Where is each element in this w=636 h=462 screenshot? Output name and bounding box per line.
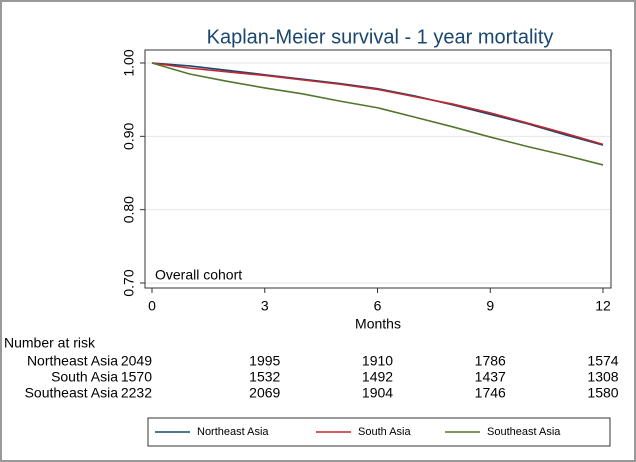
legend-label: Southeast Asia [487, 426, 561, 438]
risk-value: 1904 [362, 385, 393, 401]
y-tick-label: 1.00 [121, 49, 137, 76]
y-tick-label: 0.90 [121, 122, 137, 149]
legend-label: South Asia [358, 426, 411, 438]
chart-title: Kaplan-Meier survival - 1 year mortality [207, 26, 554, 48]
risk-value: 1574 [587, 353, 618, 369]
risk-value: 1580 [587, 385, 618, 401]
x-tick-label: 3 [261, 298, 269, 314]
x-tick-label: 0 [148, 298, 156, 314]
risk-value: 1746 [475, 385, 506, 401]
y-tick-label: 0.70 [121, 269, 137, 296]
x-tick-label: 9 [486, 298, 494, 314]
survival-line [151, 62, 604, 166]
risk-value: 1910 [362, 353, 393, 369]
plot-frame [144, 49, 612, 289]
x-tick-label: 12 [595, 298, 611, 314]
y-tick-label: 0.80 [121, 196, 137, 223]
risk-value: 1786 [475, 353, 506, 369]
x-axis-label: Months [355, 316, 401, 332]
risk-row-label: Northeast Asia [27, 353, 118, 369]
legend-box [147, 417, 611, 447]
x-tick-label: 6 [374, 298, 382, 314]
risk-value: 2069 [249, 385, 280, 401]
risk-value: 1437 [475, 369, 506, 385]
risk-value: 1308 [587, 369, 618, 385]
risk-value: 1532 [249, 369, 280, 385]
risk-value: 2232 [121, 385, 152, 401]
survival-line [151, 62, 604, 146]
annotation: Overall cohort [155, 267, 242, 283]
risk-table-title: Number at risk [4, 335, 96, 351]
risk-value: 1995 [249, 353, 280, 369]
legend-label: Northeast Asia [197, 426, 269, 438]
risk-row-label: Southeast Asia [25, 385, 119, 401]
risk-value: 1492 [362, 369, 393, 385]
risk-row-label: South Asia [51, 369, 118, 385]
risk-value: 1570 [121, 369, 152, 385]
risk-value: 2049 [121, 353, 152, 369]
